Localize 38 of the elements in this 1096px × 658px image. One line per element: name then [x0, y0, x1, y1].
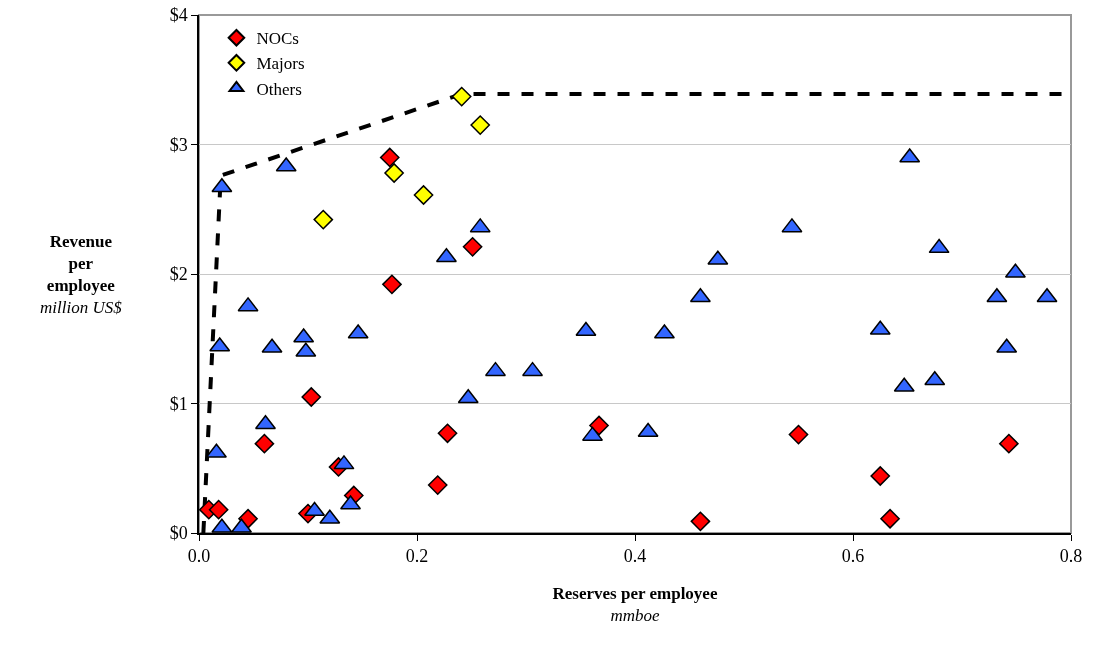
point	[928, 238, 950, 254]
legend-label: Majors	[256, 54, 305, 74]
point	[690, 511, 711, 532]
point	[462, 236, 483, 257]
legend-label: Others	[256, 79, 302, 99]
point	[208, 499, 229, 520]
point	[254, 433, 275, 454]
point	[451, 86, 472, 107]
point	[382, 274, 402, 295]
x-tick-label: 0.0	[187, 546, 211, 567]
y-tick-label: $4	[169, 5, 188, 26]
point	[379, 147, 400, 168]
point	[435, 247, 457, 263]
y-tick-label: $3	[169, 134, 188, 155]
point	[870, 466, 891, 486]
point	[880, 508, 900, 529]
point	[313, 209, 334, 230]
x-tick-label: 0.6	[841, 546, 865, 567]
legend-label: NOCs	[256, 29, 299, 49]
x-tick-label: 0.4	[623, 546, 647, 567]
point	[924, 370, 946, 386]
point	[301, 387, 322, 407]
point	[211, 177, 233, 193]
point	[788, 424, 809, 445]
y-tick-label: $1	[169, 393, 188, 414]
point	[413, 185, 434, 205]
point	[384, 163, 404, 183]
point	[589, 415, 609, 436]
y-axis-title: Revenue per employee million US$	[40, 232, 123, 318]
point	[999, 433, 1019, 454]
x-tick-label: 0.8	[1059, 546, 1083, 567]
point	[427, 475, 448, 495]
y-tick-label: $2	[169, 264, 188, 285]
point	[437, 423, 458, 444]
y-tick-label: $0	[169, 523, 188, 544]
point	[470, 115, 491, 135]
x-axis-title: Reserves per employee mmboe	[552, 584, 718, 626]
x-tick-label: 0.2	[405, 546, 429, 567]
